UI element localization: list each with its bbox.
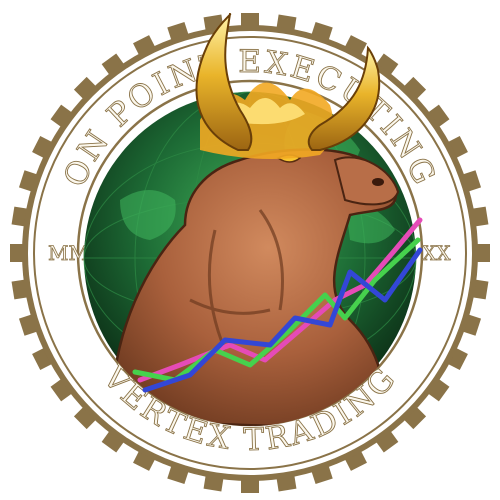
right-roman-mark: XX [422, 241, 451, 265]
right-horn [307, 45, 381, 151]
gear-tooth [50, 104, 73, 128]
bull-figure [110, 148, 400, 426]
market-lines [132, 217, 423, 393]
gear-tooth [73, 76, 97, 100]
gear-tooth [32, 347, 53, 370]
gear-tooth [427, 378, 450, 402]
gear-tooth [241, 13, 259, 27]
gear-tooth [11, 206, 29, 227]
gear-tooth [375, 53, 399, 76]
gear-tooth [471, 206, 489, 227]
outer-thin-line [33, 36, 467, 470]
gear-tooth [133, 35, 156, 56]
gear-tooth [344, 35, 367, 56]
gear-tooth [476, 244, 490, 262]
pink-trend-line [137, 217, 423, 383]
gear-tooth [427, 104, 450, 128]
gear-tooth [32, 136, 53, 159]
gear-tooth [403, 76, 427, 100]
gear-tooth [133, 450, 156, 471]
gear-tooth [447, 347, 468, 370]
gear-tooth [447, 136, 468, 159]
gear-tooth [344, 450, 367, 471]
gear-tooth [11, 279, 29, 300]
gear-tooth [241, 479, 259, 493]
gear-tooth [276, 14, 297, 32]
blue-trend-line [142, 247, 423, 393]
gear-tooth [10, 244, 24, 262]
left-horn [195, 12, 253, 151]
gear-tooth [50, 378, 73, 402]
gear-tooth [403, 406, 427, 430]
green-trend-line [132, 237, 421, 383]
gear-tooth [375, 430, 399, 453]
gear-tooth [471, 279, 489, 300]
gear-tooth [101, 430, 125, 453]
gear-tooth [203, 474, 224, 492]
gear-tooth [101, 53, 125, 76]
gear-tooth [276, 474, 297, 492]
left-roman-mark: MM [48, 241, 89, 265]
gear-tooth [73, 406, 97, 430]
